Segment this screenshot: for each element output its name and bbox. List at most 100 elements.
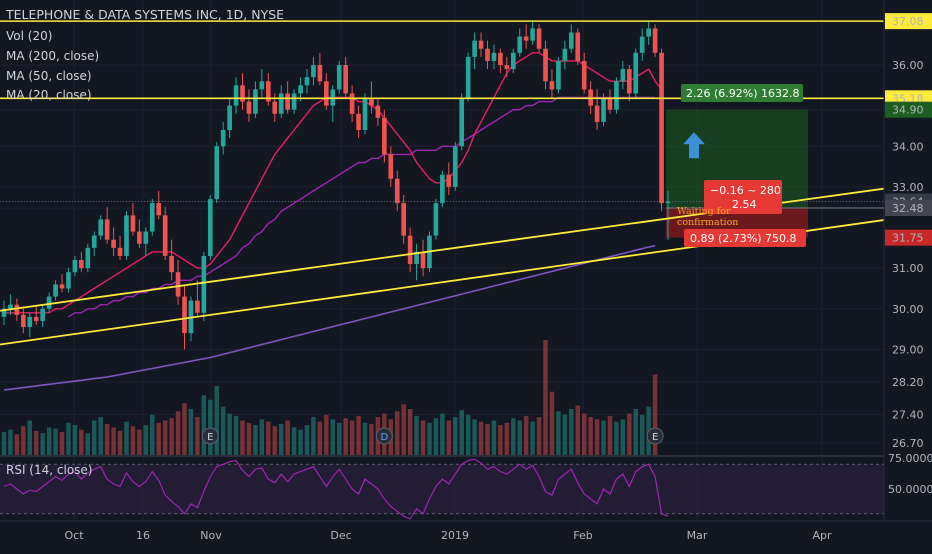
volume-bar bbox=[72, 425, 78, 455]
candle-body bbox=[356, 113, 361, 130]
candle-body bbox=[85, 247, 91, 269]
candle-body bbox=[414, 251, 419, 265]
volume-bar bbox=[298, 429, 303, 455]
candle-body bbox=[278, 93, 284, 114]
candle-body bbox=[59, 284, 65, 289]
candle-body bbox=[626, 69, 632, 94]
candle-body bbox=[143, 231, 149, 244]
indicator-rsi[interactable]: RSI (14, close) bbox=[6, 463, 93, 477]
volume-bar bbox=[85, 433, 91, 455]
volume-bar bbox=[317, 421, 323, 455]
candle-body bbox=[375, 105, 381, 118]
candle-body bbox=[394, 178, 400, 204]
candle-body bbox=[27, 316, 33, 328]
time-tick: 2019 bbox=[441, 529, 469, 542]
candle-body bbox=[639, 36, 645, 53]
candle-body bbox=[556, 60, 561, 90]
candle-body bbox=[652, 28, 658, 53]
up-arrow-icon bbox=[683, 132, 705, 159]
candle-body bbox=[1, 308, 7, 317]
indicator-vol[interactable]: Vol (20) bbox=[6, 29, 53, 43]
volume-bar bbox=[349, 420, 355, 455]
volume-bar bbox=[201, 395, 207, 455]
volume-bar bbox=[137, 429, 142, 455]
price-tick: 31.00 bbox=[892, 262, 924, 275]
time-tick: Apr bbox=[812, 529, 832, 542]
candle-body bbox=[330, 89, 336, 106]
candle-body bbox=[562, 48, 568, 61]
volume-bar bbox=[491, 420, 497, 455]
volume-bar bbox=[420, 420, 426, 455]
risk-reward-line1: −0.16 ~ 280 bbox=[710, 184, 781, 197]
volume-bar bbox=[536, 417, 542, 455]
candle-body bbox=[401, 203, 407, 236]
candle-body bbox=[130, 215, 136, 232]
dividend-marker bbox=[375, 427, 393, 445]
volume-bar bbox=[607, 415, 613, 455]
candle-body bbox=[446, 174, 452, 187]
rsi-tick: 50.0000 bbox=[888, 483, 932, 496]
volume-bar bbox=[195, 417, 200, 455]
candle-body bbox=[214, 146, 220, 200]
candle-body bbox=[588, 89, 593, 106]
candle-body bbox=[14, 304, 20, 315]
volume-bar bbox=[440, 413, 445, 455]
volume-bar bbox=[569, 409, 574, 455]
risk-reward-bg bbox=[704, 180, 782, 214]
volume-bar bbox=[324, 414, 329, 455]
time-tick: Feb bbox=[573, 529, 592, 542]
volume-bar bbox=[601, 420, 606, 455]
price-tag-target bbox=[885, 101, 932, 118]
candle-body bbox=[21, 314, 26, 328]
candle-body bbox=[291, 93, 297, 110]
time-axis-bg bbox=[0, 521, 932, 550]
candle-body bbox=[182, 296, 187, 334]
volume-bar bbox=[362, 422, 368, 455]
candle-body bbox=[536, 28, 542, 49]
volume-bar bbox=[124, 421, 129, 455]
volume-bar bbox=[627, 413, 632, 455]
price-tick: 27.40 bbox=[892, 408, 924, 421]
candle-body bbox=[304, 77, 310, 86]
candle-body bbox=[53, 284, 58, 297]
volume-bar bbox=[433, 418, 439, 455]
candle-body bbox=[40, 308, 46, 321]
volume-bar bbox=[511, 418, 516, 455]
volume-bar bbox=[259, 419, 265, 455]
candle-body bbox=[336, 65, 342, 90]
volume-bar bbox=[66, 422, 71, 455]
volume-bar bbox=[175, 411, 181, 455]
indicator-ma50[interactable]: MA (50, close) bbox=[6, 69, 92, 83]
candle-body bbox=[175, 272, 181, 297]
candle-body bbox=[46, 296, 52, 309]
candle-body bbox=[137, 231, 142, 244]
volume-bar bbox=[130, 426, 136, 455]
price-tag-label: 37.08 bbox=[892, 15, 924, 28]
indicator-ma20[interactable]: MA (20, close) bbox=[6, 88, 92, 102]
volume-bar bbox=[633, 409, 639, 455]
candle-body bbox=[149, 203, 155, 232]
price-tag-label: 31.75 bbox=[892, 232, 924, 245]
volume-bar bbox=[143, 425, 149, 455]
candle-body bbox=[523, 36, 529, 41]
indicator-ma200[interactable]: MA (200, close) bbox=[6, 49, 100, 63]
volume-bar bbox=[543, 340, 548, 455]
candle-body bbox=[646, 28, 651, 37]
volume-bar bbox=[46, 427, 52, 455]
volume-bar bbox=[169, 418, 174, 455]
candle-body bbox=[343, 65, 348, 94]
price-tick: 26.70 bbox=[892, 437, 924, 450]
marker-label: E bbox=[652, 432, 658, 443]
volume-bar bbox=[562, 414, 568, 455]
volume-bar bbox=[304, 425, 310, 455]
candle-body bbox=[465, 56, 471, 98]
volume-bar bbox=[27, 420, 33, 455]
candle-body bbox=[478, 40, 484, 49]
candle-body bbox=[452, 146, 458, 187]
volume-bar bbox=[401, 404, 406, 455]
volume-bar bbox=[150, 414, 155, 455]
volume-bar bbox=[117, 430, 123, 455]
candle-body bbox=[317, 65, 323, 82]
